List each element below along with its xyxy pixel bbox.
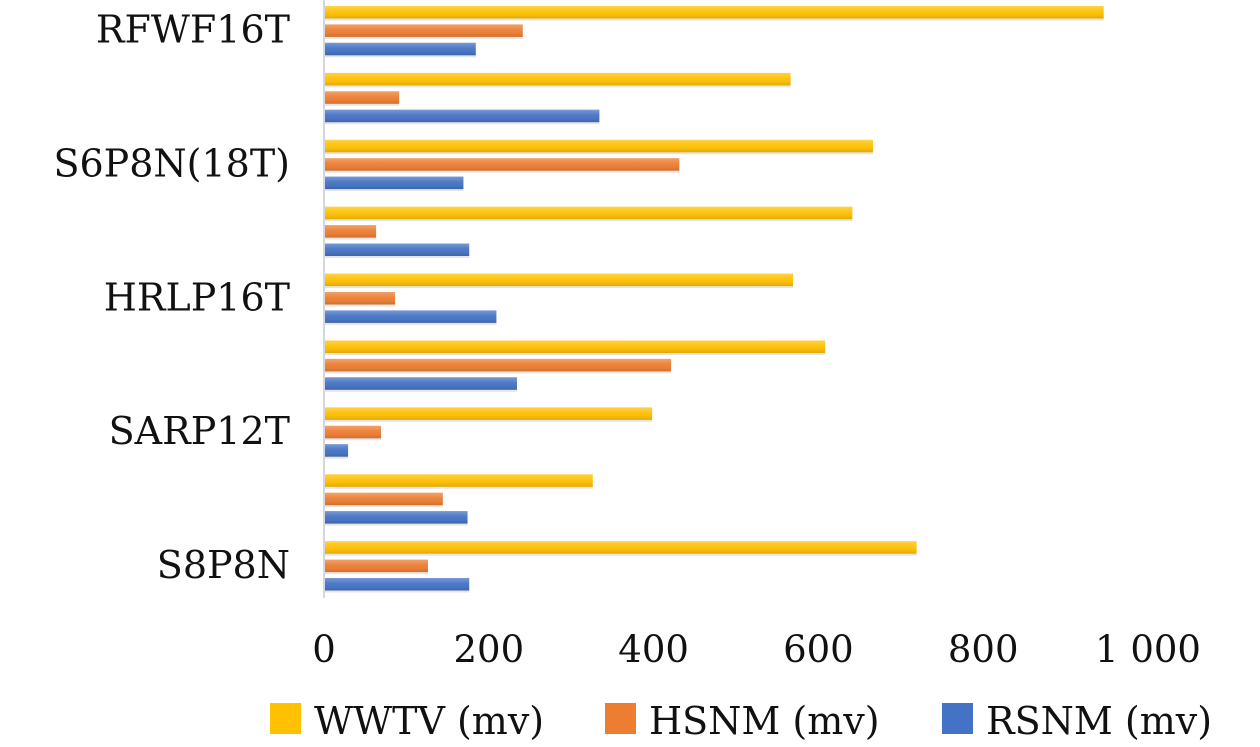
legend: WWTV (mv) HSNM (mv) RSNM (mv) <box>270 699 1212 743</box>
bar-shine-rsnm-5 <box>325 310 497 323</box>
bar-group-5 <box>325 273 794 325</box>
bar-shadow-rsnm-9 <box>325 590 470 593</box>
bar-shine-hsnm-5 <box>325 292 396 305</box>
bar-shadow-rsnm-2 <box>325 122 600 125</box>
legend-item-rsnm: RSNM (mv) <box>942 699 1212 743</box>
bar-shadow-rsnm-6 <box>325 389 517 392</box>
bar-shine-rsnm-9 <box>325 578 470 591</box>
bar-group-6 <box>325 340 826 392</box>
bar-shine-hsnm-6 <box>325 358 672 372</box>
bar-shine-wwtv-5 <box>325 273 794 287</box>
bar-shine-wwtv-4 <box>325 206 853 220</box>
bar-shadow-wwtv-5 <box>325 286 794 289</box>
legend-swatch-rsnm <box>942 703 973 734</box>
bar-shine-hsnm-4 <box>325 225 377 238</box>
bar-shine-wwtv-8 <box>325 474 593 487</box>
bar-shadow-wwtv-7 <box>325 419 653 422</box>
bar-shine-hsnm-2 <box>325 91 400 104</box>
bar-shadow-rsnm-5 <box>325 322 497 325</box>
bar-shadow-hsnm-4 <box>325 237 377 240</box>
bar-shine-wwtv-6 <box>325 340 826 353</box>
bar-shadow-rsnm-8 <box>325 523 468 526</box>
y-tick-label: S6P8N(18T) <box>53 141 290 185</box>
legend-label-hsnm: HSNM (mv) <box>649 699 880 743</box>
x-tick-label: 600 <box>783 628 854 671</box>
bar-shadow-hsnm-3 <box>325 170 680 173</box>
x-tick-label: 1 000 <box>1095 628 1201 671</box>
bar-group-4 <box>325 206 853 258</box>
bar-shadow-wwtv-6 <box>325 353 826 355</box>
bar-group-3 <box>325 139 873 192</box>
legend-label-wwtv: WWTV (mv) <box>314 699 544 743</box>
y-axis-labels: RFWF16T S6P8N(18T) HRLP16T SARP12T S8P8N <box>53 8 290 587</box>
bar-shadow-wwtv-4 <box>325 219 853 222</box>
y-tick-label: RFWF16T <box>96 8 290 52</box>
bar-shine-rsnm-3 <box>325 176 464 190</box>
bar-shine-hsnm-7 <box>325 425 382 439</box>
bar-shine-rsnm-2 <box>325 109 600 123</box>
legend-swatch-wwtv <box>270 703 301 734</box>
bar-shine-hsnm-1 <box>325 24 523 37</box>
bar-shadow-hsnm-8 <box>325 505 443 508</box>
bar-shine-rsnm-1 <box>325 42 476 56</box>
x-axis-tick-labels: 0 200 400 600 800 1 000 <box>312 628 1201 671</box>
bar-group-8 <box>325 474 593 526</box>
bar-shadow-hsnm-2 <box>325 103 400 106</box>
bar-shine-rsnm-4 <box>325 243 470 256</box>
bar-shine-wwtv-1 <box>325 6 1104 19</box>
bar-shine-wwtv-7 <box>325 407 653 420</box>
legend-item-hsnm: HSNM (mv) <box>605 699 880 743</box>
bar-shadow-hsnm-5 <box>325 304 396 307</box>
bar-shadow-wwtv-1 <box>325 18 1104 21</box>
bar-shine-wwtv-9 <box>325 541 917 554</box>
bar-shine-rsnm-8 <box>325 511 468 524</box>
legend-item-wwtv: WWTV (mv) <box>270 699 544 743</box>
x-tick-label: 200 <box>453 628 524 671</box>
bar-group-9 <box>325 541 917 593</box>
x-tick-label: 800 <box>948 628 1019 671</box>
y-tick-label: HRLP16T <box>104 275 290 319</box>
bar-shadow-hsnm-6 <box>325 371 672 374</box>
bar-shadow-wwtv-8 <box>325 486 593 489</box>
bar-shine-rsnm-7 <box>325 444 349 457</box>
bar-shine-wwtv-3 <box>325 139 873 153</box>
bar-shine-wwtv-2 <box>325 72 791 86</box>
bar-shadow-hsnm-9 <box>325 572 428 575</box>
x-tick-label: 0 <box>312 628 336 671</box>
bar-shine-hsnm-9 <box>325 559 428 573</box>
bar-group-7 <box>325 407 653 459</box>
bar-group-2 <box>325 72 791 125</box>
y-tick-label: S8P8N <box>157 543 290 587</box>
bar-shadow-rsnm-1 <box>325 55 476 58</box>
y-tick-label: SARP12T <box>109 409 290 453</box>
x-tick-label: 400 <box>618 628 689 671</box>
bar-shadow-hsnm-1 <box>325 36 523 39</box>
bar-shine-hsnm-8 <box>325 492 443 506</box>
bar-shadow-wwtv-2 <box>325 85 791 88</box>
bar-shine-rsnm-6 <box>325 377 517 390</box>
bar-shadow-rsnm-7 <box>325 456 349 459</box>
legend-swatch-hsnm <box>605 703 636 734</box>
bar-shine-hsnm-3 <box>325 158 680 171</box>
bar-shadow-wwtv-3 <box>325 152 873 155</box>
legend-label-rsnm: RSNM (mv) <box>986 699 1212 743</box>
bar-shadow-rsnm-3 <box>325 189 464 192</box>
bar-shadow-rsnm-4 <box>325 256 470 258</box>
bar-shadow-hsnm-7 <box>325 438 382 441</box>
bars <box>325 6 1104 593</box>
bar-group-1 <box>325 6 1104 58</box>
bar-shadow-wwtv-9 <box>325 553 917 556</box>
